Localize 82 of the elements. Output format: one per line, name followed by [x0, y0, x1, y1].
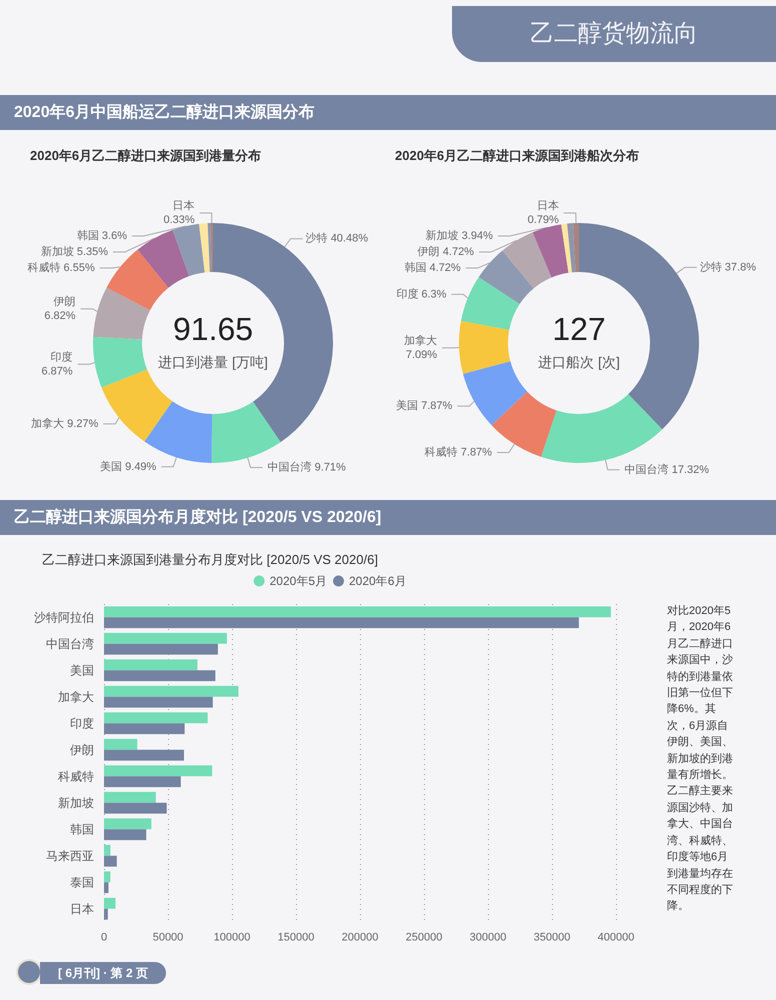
bar	[104, 908, 108, 920]
bar	[104, 632, 227, 644]
slice-label: 印度 6.3%	[396, 287, 447, 300]
bar	[104, 659, 198, 670]
legend-label: 2020年5月	[270, 574, 328, 588]
y-tick-label: 新加坡	[58, 796, 94, 810]
bar	[104, 829, 146, 840]
bar	[104, 606, 611, 618]
bar	[104, 802, 167, 814]
x-tick-label: 200000	[342, 932, 378, 944]
bar	[104, 738, 138, 750]
bar	[104, 644, 218, 655]
bar	[104, 750, 184, 761]
data-label: 6.82%	[44, 310, 76, 322]
slice-label: 加拿大 9.27%	[31, 416, 99, 430]
slice-label: 中国台湾 17.32%	[624, 462, 710, 476]
bar	[104, 818, 152, 830]
y-tick-label: 印度	[70, 716, 94, 730]
y-tick-label: 美国	[70, 663, 94, 678]
slice-label: 伊朗 4.72%	[418, 245, 474, 258]
bar	[104, 856, 117, 867]
x-tick-label: 250000	[406, 932, 442, 944]
slice-label: 沙特 40.48%	[306, 232, 368, 245]
bar	[104, 792, 156, 803]
slice-label: 新加坡 5.35%	[40, 245, 108, 258]
y-tick-label: 沙特阿拉伯	[34, 610, 94, 624]
bar	[104, 898, 116, 909]
x-tick-label: 50000	[152, 932, 184, 944]
x-tick-label: 0	[100, 932, 108, 944]
bar	[104, 871, 110, 882]
text: 进口到港量 [万吨]	[158, 354, 268, 370]
slice-label: 韩国 3.6%	[76, 229, 128, 242]
bar	[104, 696, 213, 708]
data-label: 0.33%	[163, 214, 195, 226]
y-tick-label: 加拿大	[58, 690, 94, 704]
text: 127	[552, 311, 606, 347]
slice-label: 韩国 4.72%	[404, 261, 461, 274]
data-label: 7.09%	[406, 348, 438, 361]
bar	[104, 670, 216, 682]
text: 2020年6月中国船运乙二醇进口来源国分布	[13, 104, 314, 121]
slice-label: 沙特 37.8%	[700, 260, 756, 274]
slice-label: 科威特 6.55%	[28, 261, 95, 274]
slice-label: 日本	[172, 199, 195, 212]
y-tick-label: 马来西亚	[46, 848, 94, 863]
text: 91.65	[172, 311, 254, 347]
x-tick-label: 400000	[598, 932, 634, 944]
y-tick-label: 伊朗	[70, 742, 94, 757]
slice-label: 美国 9.49%	[100, 460, 157, 473]
legend-label: 2020年6月	[349, 574, 406, 588]
x-tick-label: 300000	[470, 932, 506, 944]
data-label: 0.79%	[528, 214, 559, 226]
x-tick-label: 100000	[214, 932, 250, 944]
bar	[104, 617, 579, 628]
bar	[104, 844, 110, 856]
chart-title: 乙二醇进口来源国到港量分布月度对比 [2020/5 VS 2020/6]	[42, 552, 378, 567]
slice-label: 加拿大	[404, 334, 438, 347]
y-tick-label: 科威特	[58, 769, 94, 784]
slice-label: 日本	[536, 199, 559, 212]
slice-label: 美国 7.87%	[396, 399, 453, 412]
bar	[104, 882, 108, 894]
text: 乙二醇进口来源国分布月度对比 [2020/5 VS 2020/6]	[13, 509, 382, 526]
y-tick-label: 韩国	[70, 822, 94, 836]
x-tick-label: 350000	[534, 932, 570, 944]
chart-title: 2020年6月乙二醇进口来源国到港船次分布	[395, 148, 640, 163]
text: 乙二醇货物流向	[452, 6, 776, 62]
chart-title: 2020年6月乙二醇进口来源国到港量分布	[30, 148, 262, 163]
bar	[104, 723, 185, 734]
text: 进口船次 [次]	[538, 354, 620, 370]
y-tick-label: 中国台湾	[46, 636, 94, 651]
x-tick-label: 150000	[278, 932, 314, 944]
bar	[104, 765, 212, 776]
y-tick-label: 日本	[70, 902, 94, 916]
bar	[104, 712, 208, 724]
slice-label: 科威特 7.87%	[424, 446, 492, 459]
text: 对比2020年5月，2020年6月乙二醇进口来源国中，沙特的到港量依旧第一位但下降6%。其次，6月源自伊朗、美国、新加坡的到港量有所增长。乙二醇主要来源国沙特、加拿大、中国台湾、科威特、印度等地6月到港量均存在不同程度的下降。	[667, 605, 733, 912]
bar	[104, 686, 238, 697]
text: [ 6月刊] · 第 2 页	[40, 962, 166, 984]
slice-label: 新加坡 3.94%	[426, 229, 494, 242]
bar	[104, 776, 181, 788]
y-tick-label: 泰国	[70, 875, 94, 890]
data-label: 6.87%	[42, 365, 73, 378]
slice-label: 中国台湾 9.71%	[268, 460, 346, 474]
